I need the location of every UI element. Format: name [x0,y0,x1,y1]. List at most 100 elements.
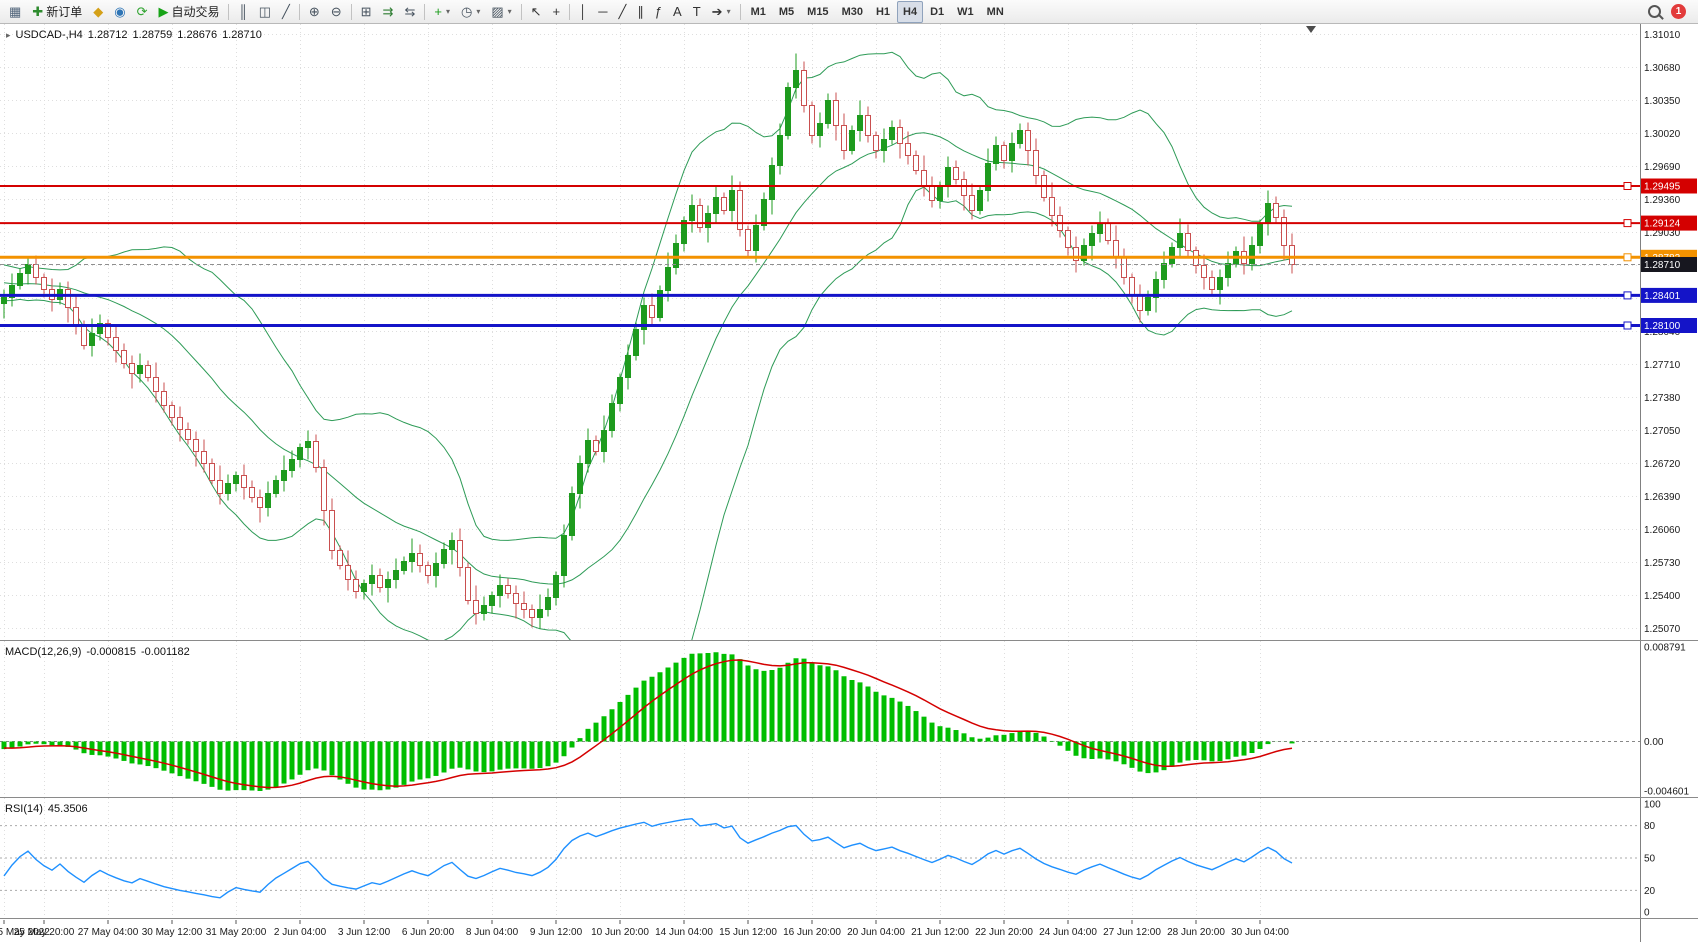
timeframe-m1-button[interactable]: M1 [750,5,766,18]
svg-text:80: 80 [1644,821,1656,832]
svg-text:1.26390: 1.26390 [1644,492,1681,503]
periods-icon: ◷ [460,4,473,19]
price-level-line[interactable] [0,253,1640,262]
price-tags: 1.294951.291241.287821.284011.281001.287… [1641,178,1697,333]
svg-text:0.00: 0.00 [1644,737,1664,748]
timeframe-h1-button[interactable]: H1 [875,5,891,18]
refresh-icon-icon: ⟳ [136,4,148,19]
rsi-line [3,817,1293,899]
market-watch-icon[interactable]: ◉ [109,1,130,23]
level-handle [1623,291,1632,300]
timeframe-m30-button[interactable]: M30 [841,5,863,18]
svg-text:1.27050: 1.27050 [1644,426,1681,437]
chevron-down-icon: ▾ [445,7,450,16]
indicators-icon: + [434,4,442,19]
zoom-out-icon: ⊖ [330,4,342,19]
new-chart-icon: ▦ [9,4,22,19]
svg-text:1.28710: 1.28710 [1644,260,1681,271]
candles-layer [1,53,1295,629]
crosshair-button[interactable]: + [548,1,566,23]
auto-scroll-button[interactable]: ⇉ [378,1,399,23]
price-level-line[interactable] [0,291,1640,300]
line-chart-button[interactable]: ╱ [277,1,295,23]
timeframe-mn-button[interactable]: MN [986,5,1004,18]
zoom-out-button[interactable]: ⊖ [326,1,347,23]
chart-shift-button[interactable]: ⇆ [399,1,420,23]
cursor-icon: ↖ [530,4,542,19]
timeframe-h4-button[interactable]: H4 [897,0,924,23]
chart-canvas[interactable]: 1.31010 1.30680 1.30350 1.30020 1.29690 1.293… [0,24,1698,942]
chart-symbol-period: USDCAD-,H4 [15,29,83,41]
one-click-trading-toggle[interactable]: ▸ [6,30,11,40]
chevron-down-icon: ▾ [476,7,481,16]
price-axis[interactable]: 1.31010 1.30680 1.30350 1.30020 1.29690 1.293… [1640,24,1698,942]
svg-text:1.31010: 1.31010 [1644,30,1681,41]
level-handle [1623,321,1632,330]
bar-high: 1.28759 [132,29,173,41]
new-chart-button[interactable]: ▦ [4,1,26,23]
autotrading-button[interactable]: ▶ 自动交易 [153,1,224,23]
templates-button[interactable]: ▨ ▾ [486,1,516,23]
indicators-button[interactable]: + ▾ [429,1,455,23]
toolbar-buttons: ▦ ✚ 新订单 ◆ ◉ ⟳ ▶ 自动交易 ║ ◫ ╱ ⊕ ⊖ ⊞ ⇉ ⇆ + ▾ ◷ ▾ ▨ ▾ ↖ + │ ─ ╱ ∥ ƒ A T ➔ ▾ M1… [4,0,1010,23]
price-level-line[interactable] [0,182,1640,190]
svg-text:1.30020: 1.30020 [1644,129,1681,140]
candlestick-chart-button[interactable]: ◫ [254,1,276,23]
fibonacci-button[interactable]: ƒ [650,1,667,23]
arrows-button[interactable]: ➔ ▾ [707,1,736,23]
svg-text:0.008791: 0.008791 [1644,643,1686,654]
price-level-line[interactable] [0,219,1640,228]
svg-text:15 Jun 12:00: 15 Jun 12:00 [719,927,777,938]
svg-text:14 Jun 04:00: 14 Jun 04:00 [655,927,713,938]
chart-shift-marker[interactable] [1306,26,1316,33]
cursor-button[interactable]: ↖ [526,1,547,23]
timeframe-m15-button[interactable]: M15 [807,5,829,18]
text-label-button[interactable]: T [688,1,706,23]
timeframe-m5-button[interactable]: M5 [778,5,795,18]
channel-icon: ∥ [637,4,644,19]
auto-scroll-icon: ⇉ [382,4,394,19]
svg-text:1.30350: 1.30350 [1644,96,1681,107]
bar-close: 1.28710 [222,29,262,41]
crosshair-icon: + [552,4,561,19]
channel-button[interactable]: ∥ [632,1,649,23]
line-chart-icon: ╱ [282,4,290,19]
svg-text:8 Jun 04:00: 8 Jun 04:00 [466,927,519,938]
search-icon[interactable] [1648,5,1661,18]
refresh-icon[interactable]: ⟳ [132,1,153,23]
timeframe-d1-button[interactable]: D1 [930,5,945,18]
svg-text:1.26060: 1.26060 [1644,525,1681,536]
zoom-in-button[interactable]: ⊕ [304,1,325,23]
mql5-community-icon[interactable]: ◆ [88,1,108,23]
text-button[interactable]: A [668,1,687,23]
trendline-button[interactable]: ╱ [613,1,631,23]
price-level-line[interactable] [0,321,1640,330]
notification-badge[interactable]: 1 [1671,4,1686,19]
horizontal-line-icon: ─ [598,4,608,19]
arrows-icon: ➔ [711,4,723,19]
svg-text:100: 100 [1644,800,1661,811]
toolbar-separator [424,3,426,20]
horizontal-line-button[interactable]: ─ [593,1,612,23]
bars-chart-button[interactable]: ║ [233,1,252,23]
svg-text:2 Jun 04:00: 2 Jun 04:00 [274,927,327,938]
periods-button[interactable]: ◷ ▾ [456,1,485,23]
rsi-label: RSI(14) 45.3506 [5,803,93,815]
tile-windows-icon: ⊞ [360,4,372,19]
timeframe-w1-button[interactable]: W1 [957,5,974,18]
svg-text:30 May 12:00: 30 May 12:00 [142,927,203,938]
vertical-line-button[interactable]: │ [574,1,592,23]
level-handle [1623,182,1632,190]
toolbar-separator [739,3,741,20]
tile-windows-button[interactable]: ⊞ [356,1,377,23]
chart-title: ▸ USDCAD-,H4 1.28712 1.28759 1.28676 1.28710 [6,29,267,41]
mql5-community-icon-icon: ◆ [93,4,104,19]
fibonacci-icon: ƒ [654,4,663,19]
autotrading-icon: ▶ [158,4,169,19]
macd-value: -0.000815 [86,646,136,658]
new-order-button[interactable]: ✚ 新订单 [27,1,87,23]
svg-text:1.29690: 1.29690 [1644,162,1681,173]
svg-text:28 Jun 20:00: 28 Jun 20:00 [1167,927,1225,938]
